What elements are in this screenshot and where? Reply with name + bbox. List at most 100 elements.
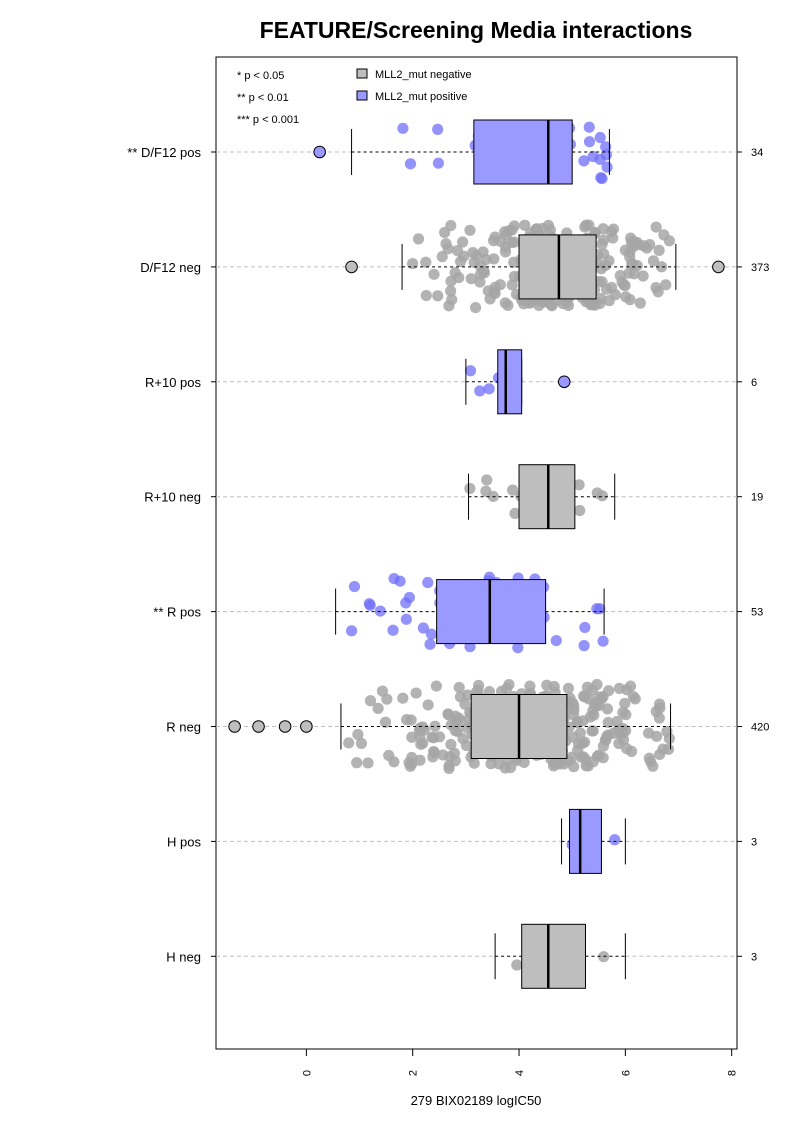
data-point (424, 638, 436, 650)
group-count-label: 34 (751, 147, 763, 159)
data-point (578, 155, 590, 167)
data-point (616, 276, 628, 288)
data-point (437, 749, 449, 761)
data-point (445, 285, 457, 297)
group-label: H pos (167, 834, 201, 849)
plot-frame (215, 56, 738, 1050)
data-point (474, 385, 486, 397)
data-point (583, 136, 596, 148)
box (436, 579, 547, 645)
data-point (600, 141, 612, 153)
data-point (449, 267, 461, 279)
data-point (397, 122, 409, 134)
data-point (579, 621, 591, 634)
data-point (499, 246, 512, 258)
data-point (624, 246, 636, 259)
data-point (574, 727, 586, 739)
data-point (562, 682, 574, 694)
data-point (663, 235, 675, 247)
data-point (428, 746, 440, 758)
data-point (594, 131, 606, 144)
data-point (465, 273, 477, 285)
data-point (601, 161, 613, 173)
data-point (573, 479, 585, 491)
group-label: R+10 neg (144, 490, 201, 505)
outlier-point (313, 145, 326, 159)
data-point (432, 157, 445, 169)
data-point (428, 268, 440, 280)
x-axis: 0 2 4 6 8 (211, 151, 742, 1076)
group-count-label: 3 (751, 951, 757, 963)
x-tick-label: 8 (727, 1070, 739, 1076)
data-point (448, 747, 461, 759)
data-point (579, 753, 592, 765)
data-point (553, 758, 566, 770)
data-point (348, 580, 361, 593)
data-point (601, 730, 613, 742)
data-point (500, 683, 513, 695)
data-point (661, 725, 673, 738)
data-point (443, 760, 455, 772)
data-point (381, 693, 393, 705)
data-point (596, 693, 608, 705)
data-point (519, 219, 531, 231)
data-point (343, 737, 355, 749)
data-point (445, 219, 457, 232)
data-point (346, 625, 358, 637)
box (569, 808, 602, 874)
data-point (587, 725, 599, 737)
data-point (429, 720, 441, 732)
legend-swatch (356, 68, 368, 79)
data-point (464, 365, 477, 377)
data-point (597, 635, 609, 647)
data-point (445, 738, 457, 751)
data-point (459, 698, 471, 710)
data-point (574, 504, 586, 517)
data-point (625, 232, 637, 244)
outlier-point (252, 720, 265, 733)
data-point (546, 300, 558, 312)
data-point (494, 279, 506, 291)
data-point (417, 622, 429, 634)
group-count-label: 6 (751, 377, 757, 389)
data-point (406, 751, 418, 764)
data-point (388, 756, 400, 768)
data-point (430, 680, 442, 692)
data-point (595, 172, 607, 184)
data-point (488, 253, 500, 265)
data-point (464, 224, 476, 236)
data-point (619, 697, 631, 710)
data-point (655, 261, 668, 273)
group-count-label: 3 (751, 836, 757, 848)
data-point (651, 730, 663, 742)
data-point (509, 507, 521, 520)
data-point (464, 482, 476, 495)
data-point (611, 715, 623, 728)
data-point (400, 613, 412, 625)
data-point (578, 736, 591, 748)
data-point (607, 223, 620, 235)
data-point (508, 220, 520, 232)
data-point (596, 276, 608, 288)
group-label: R+10 pos (145, 375, 202, 390)
data-point (634, 297, 646, 309)
data-point (609, 834, 621, 846)
data-point (511, 959, 523, 971)
data-point (541, 679, 553, 691)
significance-legend-item: *** p < 0.001 (237, 114, 299, 126)
data-point (591, 678, 603, 691)
data-point (572, 744, 584, 756)
data-point (623, 267, 635, 279)
data-point (410, 687, 422, 699)
data-point (660, 279, 672, 291)
data-point (613, 737, 625, 750)
legend-label: MLL2_mut negative (375, 69, 472, 81)
significance-legend-item: ** p < 0.01 (237, 92, 289, 104)
outlier-point (278, 720, 292, 733)
data-point (426, 731, 438, 743)
data-point (422, 576, 434, 589)
data-point (404, 760, 416, 772)
data-point (594, 153, 606, 165)
data-point (352, 728, 364, 741)
data-point (589, 299, 601, 311)
